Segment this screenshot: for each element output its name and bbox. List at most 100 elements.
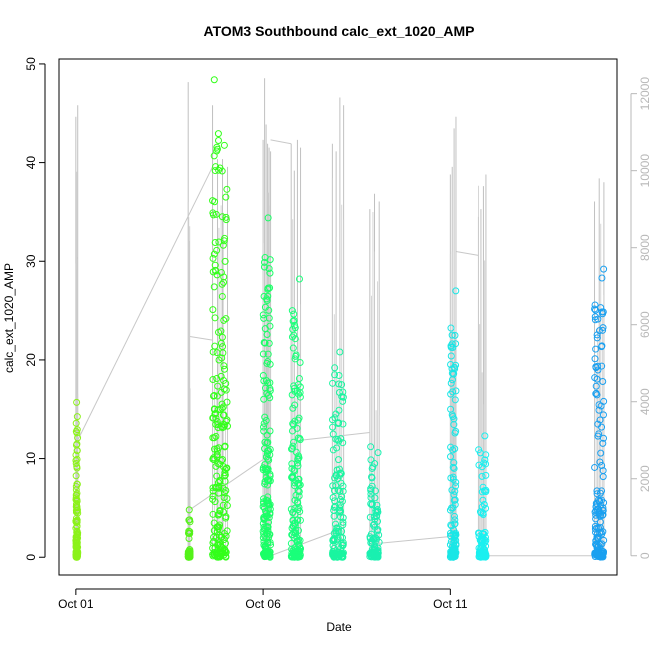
data-point: [329, 493, 337, 501]
data-point: [209, 348, 217, 356]
data-point: [292, 526, 300, 534]
data-point: [368, 501, 376, 509]
data-point: [220, 365, 228, 373]
data-point: [73, 447, 81, 455]
data-point: [480, 487, 488, 495]
data-point: [210, 550, 218, 558]
data-point: [599, 411, 607, 419]
data-point: [339, 518, 347, 526]
data-point: [479, 483, 487, 491]
data-point: [294, 551, 302, 559]
data-point: [218, 404, 226, 412]
data-point: [288, 427, 296, 435]
data-point: [371, 494, 379, 502]
data-point: [263, 439, 271, 447]
data-point: [596, 416, 604, 424]
data-point: [214, 130, 222, 138]
data-point: [594, 420, 602, 428]
data-point: [335, 406, 343, 414]
data-point: [222, 417, 230, 425]
data-point: [369, 521, 377, 529]
data-point: [449, 388, 457, 396]
data-point: [480, 459, 488, 467]
data-point: [289, 325, 297, 333]
data-point: [339, 542, 347, 550]
data-point: [264, 350, 272, 358]
data-point: [333, 524, 341, 532]
data-point: [216, 507, 224, 515]
data-point: [331, 364, 339, 372]
data-point: [260, 525, 268, 533]
data-point: [215, 238, 223, 246]
data-point: [452, 387, 460, 395]
data-point: [262, 453, 270, 461]
data-point: [72, 507, 80, 515]
data-point: [598, 274, 606, 282]
data-point: [72, 456, 80, 464]
data-point: [289, 442, 297, 450]
data-point: [338, 552, 346, 560]
data-point: [594, 534, 602, 542]
data-point: [591, 355, 599, 363]
data-point: [185, 534, 193, 542]
data-point: [72, 514, 80, 522]
data-point: [209, 454, 217, 462]
data-point: [481, 432, 489, 440]
data-point: [289, 317, 297, 325]
data-point: [220, 493, 228, 501]
data-point: [292, 448, 300, 456]
data-point: [211, 342, 219, 350]
data-point: [479, 536, 487, 544]
data-point: [477, 552, 485, 560]
data-point: [209, 495, 217, 503]
data-point: [475, 446, 483, 454]
data-point: [264, 476, 272, 484]
data-point: [339, 420, 347, 428]
data-point: [209, 197, 217, 205]
data-point: [450, 464, 458, 472]
data-point: [334, 456, 342, 464]
data-point: [447, 474, 455, 482]
data-point: [219, 501, 227, 509]
data-point: [338, 381, 346, 389]
connector-line: [189, 459, 264, 510]
data-point: [261, 254, 269, 262]
y-tick-label: 40: [24, 156, 38, 170]
data-point: [212, 432, 220, 440]
data-point: [446, 541, 454, 549]
data-point: [222, 315, 230, 323]
data-point: [74, 434, 82, 442]
data-point: [261, 461, 269, 469]
data-point: [371, 523, 379, 531]
y2-tick-label: 8000: [638, 234, 650, 261]
data-point: [596, 458, 604, 466]
data-point: [330, 487, 338, 495]
data-point: [288, 391, 296, 399]
data-point: [447, 453, 455, 461]
data-point: [265, 339, 273, 347]
data-point: [218, 292, 226, 300]
data-point: [213, 271, 221, 279]
data-point: [294, 452, 302, 460]
data-point: [260, 550, 268, 558]
data-point: [223, 185, 231, 193]
data-point: [216, 476, 224, 484]
data-point: [599, 439, 607, 447]
data-point: [592, 382, 600, 390]
data-point: [222, 486, 230, 494]
data-point: [451, 331, 459, 339]
data-point: [73, 496, 81, 504]
data-point: [260, 377, 268, 385]
data-point: [296, 536, 304, 544]
connector-line: [188, 335, 213, 341]
data-point: [73, 398, 81, 406]
data-point: [210, 434, 218, 442]
data-point: [289, 344, 297, 352]
data-point: [336, 506, 344, 514]
plot-box: [58, 58, 618, 576]
data-point: [289, 509, 297, 517]
data-point: [186, 528, 194, 536]
data-point: [222, 193, 230, 201]
data-point: [264, 497, 272, 505]
data-point: [72, 460, 80, 468]
